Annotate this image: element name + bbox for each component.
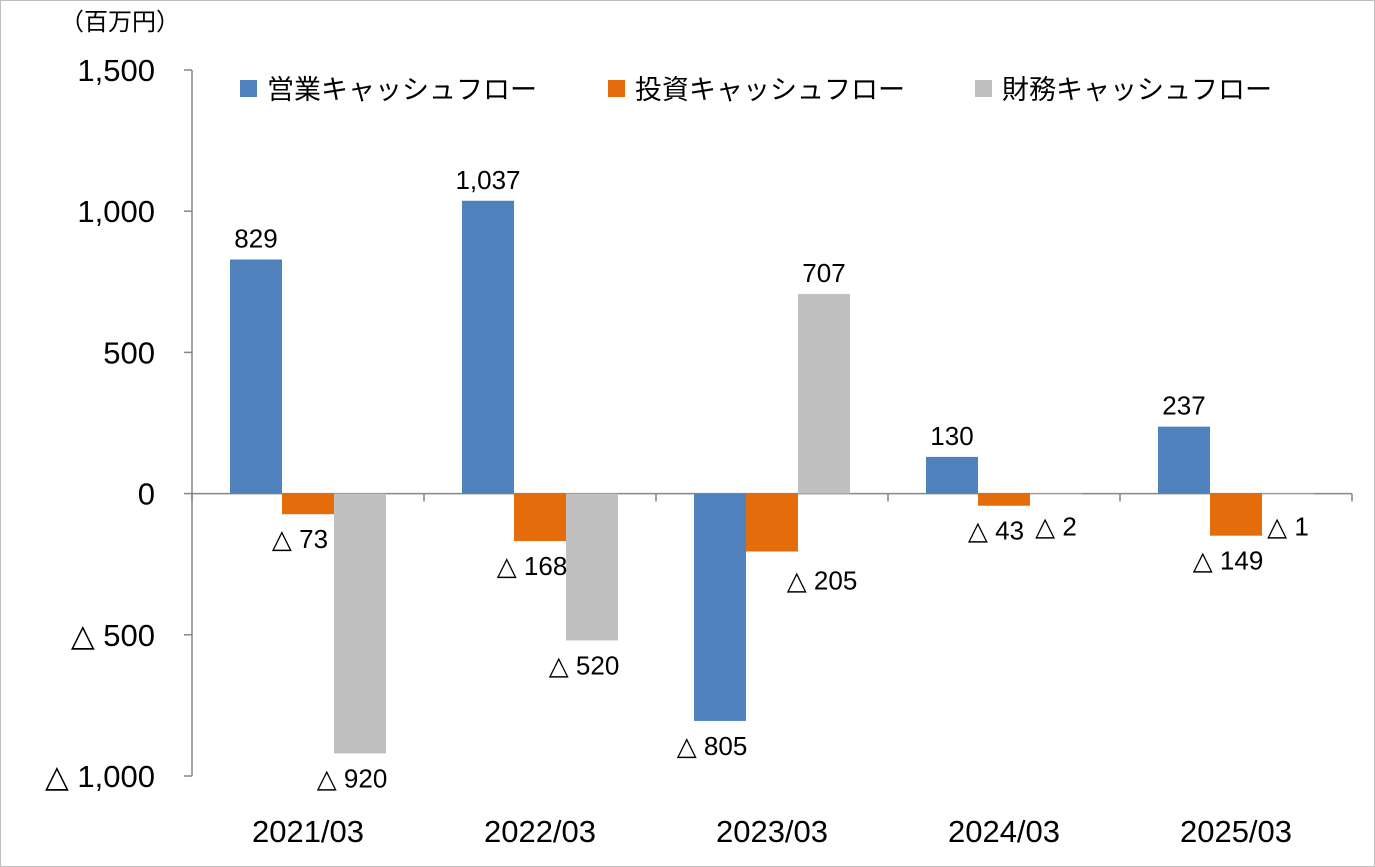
bar-1-2022/03 — [462, 200, 514, 494]
legend-label: 営業キャッシュフロー — [267, 75, 537, 105]
x-tick-label: 2025/03 — [1180, 814, 1292, 849]
data-label: △ 1 — [1267, 512, 1309, 542]
y-tick-label: 1,000 — [77, 194, 155, 229]
data-label: 829 — [234, 223, 277, 253]
x-tick-label: 2024/03 — [948, 814, 1060, 849]
data-label: △ 920 — [317, 763, 388, 793]
bar-2-2021/03 — [282, 493, 334, 515]
data-label: △ 805 — [677, 731, 748, 761]
bar-3-2025/03 — [1262, 493, 1314, 495]
bar-2-2022/03 — [514, 493, 566, 542]
bar-2-2025/03 — [1210, 493, 1262, 536]
data-label: 707 — [802, 258, 845, 288]
legend-label: 財務キャッシュフロー — [1002, 75, 1272, 105]
legend-label: 投資キャッシュフロー — [635, 75, 905, 105]
data-label: 130 — [930, 421, 973, 451]
data-label: △ 2 — [1035, 512, 1077, 542]
data-label: △ 520 — [549, 650, 620, 680]
x-tick-label: 2023/03 — [716, 814, 828, 849]
x-tick-label: 2021/03 — [252, 814, 364, 849]
unit-label: （百万円） — [60, 9, 180, 36]
legend-swatch — [240, 80, 257, 97]
data-label: △ 168 — [497, 551, 568, 581]
bar-3-2022/03 — [566, 493, 618, 641]
y-tick-label: 0 — [138, 477, 155, 512]
legend-swatch — [975, 80, 992, 97]
legend-swatch — [608, 80, 625, 97]
bar-3-2021/03 — [334, 493, 386, 754]
bar-1-2025/03 — [1158, 426, 1210, 494]
bar-3-2023/03 — [798, 293, 850, 494]
y-tick-label: 500 — [103, 335, 155, 370]
data-label: △ 73 — [272, 524, 328, 554]
bar-2-2023/03 — [746, 493, 798, 552]
x-tick-label: 2022/03 — [484, 814, 596, 849]
y-tick-label: △ 500 — [71, 618, 155, 653]
bar-1-2023/03 — [694, 493, 746, 721]
data-label: 237 — [1162, 391, 1205, 421]
data-label: 1,037 — [455, 165, 520, 195]
data-label: △ 43 — [968, 516, 1024, 546]
bar-3-2024/03 — [1030, 493, 1082, 495]
data-label: △ 149 — [1193, 546, 1264, 576]
bar-1-2021/03 — [230, 259, 282, 494]
y-tick-label: △ 1,000 — [45, 759, 155, 794]
data-label: △ 205 — [787, 565, 858, 595]
bar-1-2024/03 — [926, 456, 978, 494]
bar-2-2024/03 — [978, 493, 1030, 506]
y-tick-label: 1,500 — [77, 53, 155, 88]
